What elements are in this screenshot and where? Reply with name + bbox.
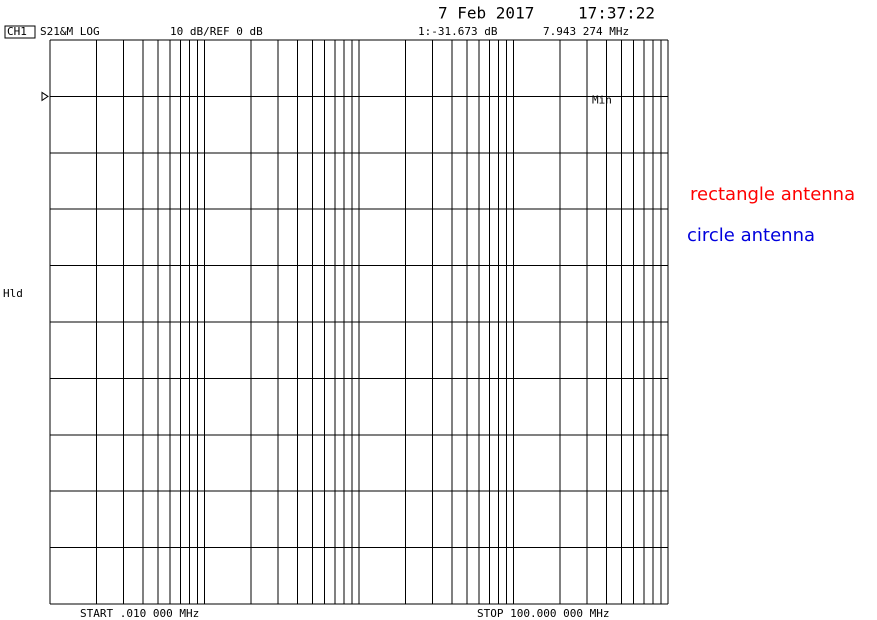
reference-marker — [41, 91, 49, 102]
channel-box — [4, 25, 36, 39]
scale: 10 dB/REF 0 dB — [170, 25, 263, 38]
stop-label: STOP 100.000 000 MHz — [477, 607, 609, 620]
status: Hld — [3, 287, 23, 300]
time: 17:37:22 — [578, 4, 655, 23]
plot — [41, 39, 669, 605]
start-label: START .010 000 MHz — [80, 607, 199, 620]
marker-label: Min — [592, 94, 612, 107]
measurement: S21&M LOG — [40, 25, 100, 38]
date: 7 Feb 2017 — [438, 4, 534, 23]
marker-value: 1:-31.673 dB — [418, 25, 498, 38]
legend-entry: rectangle antenna — [690, 184, 855, 205]
channel: CH1 — [7, 25, 27, 38]
marker-frequency: 7.943 274 MHz — [543, 25, 629, 38]
legend-entry: circle antenna — [687, 225, 815, 246]
